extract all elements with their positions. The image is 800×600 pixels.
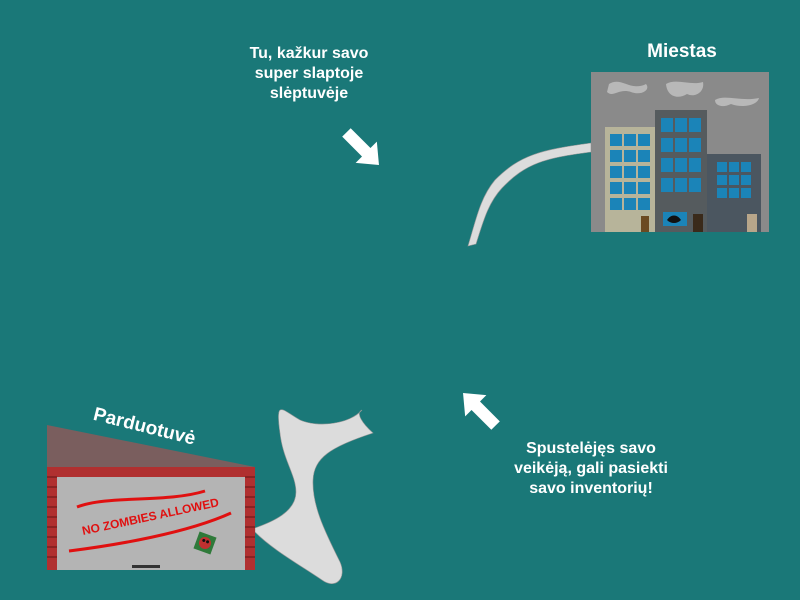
hint-inventory-text: Spustelėjęs savo veikėją, gali pasiekti …	[514, 440, 668, 497]
hint-hideout-text: Tu, kažkur savo super slaptoje slėptuvėj…	[249, 45, 369, 102]
shop-location[interactable]: NO ZOMBIES ALLOWED	[47, 425, 255, 570]
city-location[interactable]	[591, 72, 769, 232]
shop-building-icon: NO ZOMBIES ALLOWED	[47, 425, 255, 570]
city-buildings-icon	[591, 72, 769, 232]
city-label: Miestas	[647, 41, 717, 62]
arrow-up-left-icon	[463, 393, 500, 430]
road-to-city	[467, 142, 592, 247]
zombie-sticker-icon	[193, 531, 217, 555]
road-to-shop	[254, 409, 374, 584]
arrow-down-right-icon	[342, 128, 379, 165]
